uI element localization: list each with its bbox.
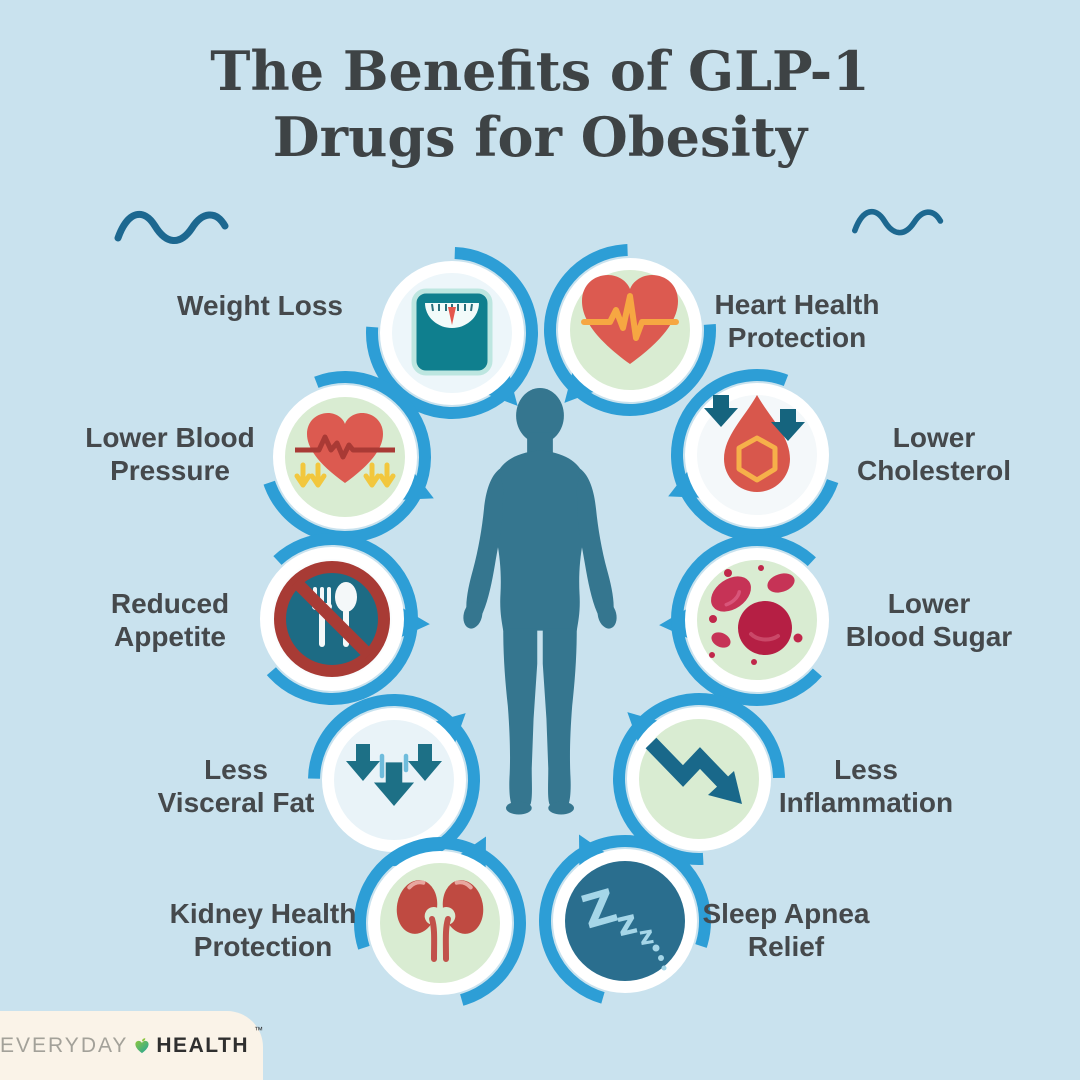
down-arrows-icon [346, 744, 442, 807]
logo-text-health: HEALTH [156, 1033, 249, 1057]
label-lower-cholesterol: Lower Cholesterol [856, 422, 1012, 486]
heart-down-arrows-icon [294, 413, 396, 488]
no-food-icon [274, 561, 390, 677]
benefit-bubble-weight-loss [366, 247, 538, 419]
logo-text-everyday: EVERYDAY [0, 1033, 129, 1057]
benefit-bubble-heart-health [544, 244, 716, 416]
benefit-bubble-reduced-appetite [246, 533, 430, 705]
benefit-bubble-lower-blood-pressure [259, 371, 434, 543]
label-less-inflammation: Less Inflammation [778, 754, 954, 818]
heart-apple-icon [135, 1037, 149, 1053]
svg-text:z: z [637, 920, 656, 951]
benefit-bubble-sleep-apnea: Z z z [539, 834, 711, 1007]
label-lower-blood-pressure: Lower Blood Pressure [85, 422, 255, 486]
squiggle-right-icon [852, 209, 944, 236]
human-body-silhouette [463, 388, 617, 815]
everyday-health-logo: EVERYDAY HEALTH ™ [0, 1011, 263, 1080]
heart-ekg-icon [581, 275, 679, 364]
label-heart-health-protection: Heart Health Protection [714, 289, 880, 353]
title-line-2: Drugs for Obesity [272, 105, 808, 169]
squiggle-left-icon [114, 210, 229, 244]
blood-cells-icon [709, 565, 803, 665]
declining-zigzag-arrow-icon [645, 737, 742, 804]
label-lower-blood-sugar: Lower Blood Sugar [845, 588, 1013, 652]
kidneys-icon [396, 880, 484, 962]
label-weight-loss: Weight Loss [177, 290, 343, 321]
benefit-bubble-kidney-health [353, 836, 526, 1009]
benefit-bubble-less-inflammation [612, 693, 785, 865]
label-reduced-appetite: Reduced Appetite [110, 588, 230, 652]
logo-trademark: ™ [254, 1025, 263, 1035]
page-title: The Benefits of GLP-1 Drugs for Obesity [0, 38, 1080, 170]
label-sleep-apnea-relief: Sleep Apnea Relief [702, 898, 870, 962]
benefit-bubble-lower-cholesterol [668, 369, 843, 541]
scale-icon [411, 288, 493, 376]
blood-drop-arrows-icon [704, 395, 805, 492]
label-kidney-health-protection: Kidney Health Protection [169, 898, 357, 962]
benefit-bubble-lower-blood-sugar [659, 534, 843, 706]
label-less-visceral-fat: Less Visceral Fat [157, 754, 315, 818]
zzz-sleep-icon: Z z z [576, 878, 667, 971]
title-line-1: The Benefits of GLP-1 [210, 39, 870, 103]
